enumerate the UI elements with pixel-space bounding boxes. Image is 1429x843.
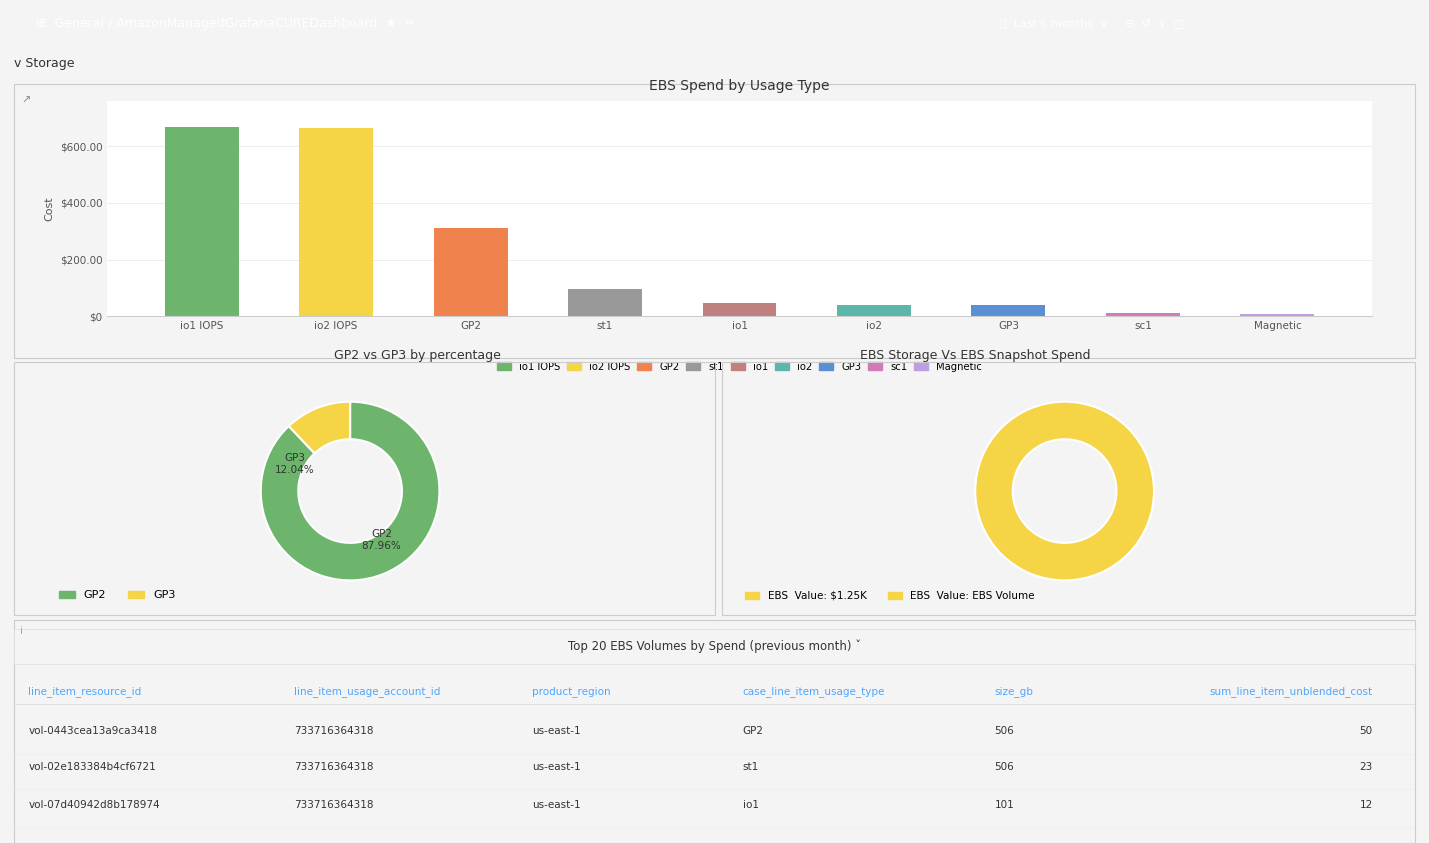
Text: us-east-1: us-east-1 [533, 800, 582, 810]
Bar [299, 128, 373, 316]
Bar [569, 289, 642, 316]
Bar [433, 228, 507, 316]
Text: 23: 23 [1359, 762, 1373, 772]
Text: GP2: GP2 [743, 727, 763, 736]
Bar [1106, 314, 1180, 316]
Legend: EBS  Value: $1.25K, EBS  Value: EBS Volume: EBS Value: $1.25K, EBS Value: EBS Volume [740, 587, 1039, 605]
Text: 733716364318: 733716364318 [294, 727, 374, 736]
Text: 506: 506 [995, 727, 1015, 736]
Text: 101: 101 [995, 800, 1015, 810]
Text: vol-0443cea13a9ca3418: vol-0443cea13a9ca3418 [29, 727, 157, 736]
Text: ⏱  Last 6 months  ∨     ⊖  ↺  ∨  □: ⏱ Last 6 months ∨ ⊖ ↺ ∨ □ [1000, 19, 1185, 28]
Text: line_item_usage_account_id: line_item_usage_account_id [294, 685, 440, 696]
Text: 733716364318: 733716364318 [294, 762, 374, 772]
Text: vol-02e183384b4cf6721: vol-02e183384b4cf6721 [29, 762, 156, 772]
Legend: GP2, GP3: GP2, GP3 [54, 586, 180, 604]
Text: us-east-1: us-east-1 [533, 762, 582, 772]
Text: sum_line_item_unblended_cost: sum_line_item_unblended_cost [1209, 685, 1373, 696]
Bar [1240, 314, 1315, 316]
Text: st1: st1 [743, 762, 759, 772]
Bar [972, 305, 1046, 316]
Text: 12: 12 [1359, 800, 1373, 810]
Wedge shape [260, 401, 440, 581]
Text: 506: 506 [995, 762, 1015, 772]
Bar [14, 629, 1415, 664]
Text: GP2
87.96%: GP2 87.96% [362, 529, 402, 551]
Text: 50: 50 [1359, 727, 1373, 736]
Text: i: i [20, 626, 23, 636]
Text: v Storage: v Storage [14, 56, 74, 70]
Text: case_line_item_usage_type: case_line_item_usage_type [743, 685, 885, 696]
Y-axis label: Cost: Cost [44, 196, 54, 221]
Text: us-east-1: us-east-1 [533, 727, 582, 736]
Text: Top 20 EBS Volumes by Spend (previous month) ˇ: Top 20 EBS Volumes by Spend (previous mo… [567, 640, 862, 653]
Wedge shape [975, 401, 1155, 581]
Title: GP2 vs GP3 by percentage: GP2 vs GP3 by percentage [334, 349, 500, 362]
Text: 733716364318: 733716364318 [294, 800, 374, 810]
Text: io1: io1 [743, 800, 759, 810]
Text: GP3
12.04%: GP3 12.04% [274, 454, 314, 475]
Title: EBS Spend by Usage Type: EBS Spend by Usage Type [649, 79, 830, 93]
Bar [703, 303, 776, 316]
Text: size_gb: size_gb [995, 685, 1033, 696]
Bar [164, 126, 239, 316]
Text: ⊞  General / AmazonManagedGrafanaCUREDashboard  ★  ⇔: ⊞ General / AmazonManagedGrafanaCUREDash… [36, 17, 414, 30]
Title: EBS Storage Vs EBS Snapshot Spend: EBS Storage Vs EBS Snapshot Spend [860, 349, 1090, 362]
Text: vol-07d40942d8b178974: vol-07d40942d8b178974 [29, 800, 160, 810]
Wedge shape [289, 401, 350, 454]
Text: ↗: ↗ [21, 95, 30, 105]
Text: product_region: product_region [533, 685, 612, 696]
Text: line_item_resource_id: line_item_resource_id [29, 685, 141, 696]
Legend: io1 IOPS, io2 IOPS, GP2, st1, io1, io2, GP3, sc1, Magnetic: io1 IOPS, io2 IOPS, GP2, st1, io1, io2, … [493, 357, 986, 376]
Bar [837, 305, 910, 316]
